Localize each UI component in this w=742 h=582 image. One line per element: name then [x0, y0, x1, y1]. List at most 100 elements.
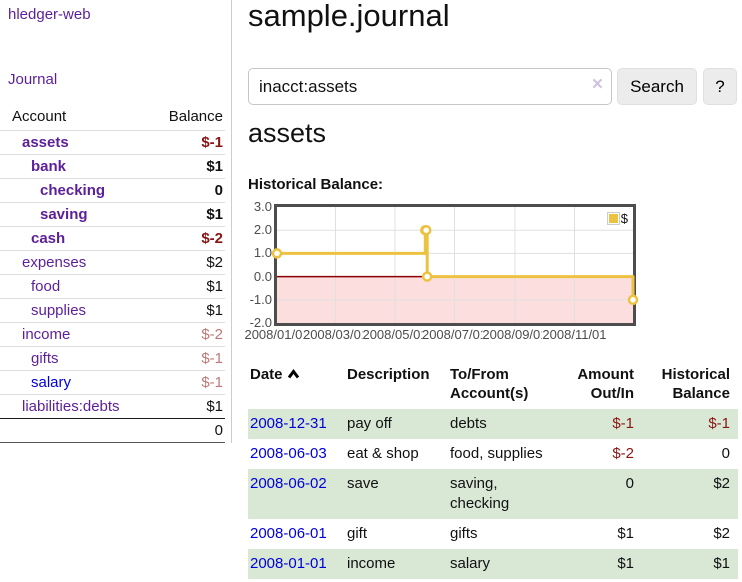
register-header-description: Description	[347, 366, 430, 383]
transaction-balance: $-1	[642, 409, 738, 439]
transaction-amount: $-1	[560, 409, 642, 439]
transaction-date-link[interactable]: 2008-12-31	[250, 415, 327, 432]
account-heading: assets	[248, 118, 327, 148]
search-form: × Search ?	[248, 68, 742, 106]
transaction-date: 2008-06-01	[248, 519, 347, 549]
transaction-date-link[interactable]: 2008-06-01	[250, 525, 327, 542]
x-tick-label: 2008/03/01	[302, 327, 369, 342]
account-row: food $1	[0, 274, 225, 299]
transaction-accounts: saving, checking	[450, 469, 560, 519]
account-balance: $1	[153, 298, 225, 323]
transaction-description: save	[347, 469, 450, 519]
x-tick-label: 2008/11/01	[542, 327, 607, 342]
account-link[interactable]: income	[22, 326, 71, 343]
register-header-date[interactable]: Date	[248, 363, 347, 409]
sidebar: hledger-web Journal Account Balance asse…	[0, 0, 232, 443]
account-link[interactable]: gifts	[31, 350, 59, 367]
account-link[interactable]: supplies	[31, 302, 87, 319]
account-balance: $1	[153, 202, 225, 227]
account-row: checking 0	[0, 178, 225, 203]
account-link[interactable]: bank	[31, 158, 67, 175]
y-tick-label: 3.0	[253, 199, 272, 214]
chart-legend: $	[606, 210, 629, 227]
transaction-accounts: food, supplies	[450, 445, 543, 462]
sidebar-item-journal[interactable]: Journal	[8, 71, 58, 88]
accounts-header-balance: Balance	[168, 108, 223, 125]
transaction-amount: 0	[560, 469, 642, 519]
historical-balance-chart: 3.0 2.0 1.0 0.0 -1.0 -2.0 $ 2008/01/01 2008/03…	[244, 199, 742, 346]
y-tick-label: 2.0	[253, 222, 272, 238]
register-row: 2008-01-01 income salary $1 $1	[248, 549, 738, 579]
account-row: gifts $-1	[0, 346, 225, 371]
transaction-description: eat & shop	[347, 445, 419, 462]
y-tick-label: 0.0	[253, 268, 272, 284]
legend-swatch-icon	[606, 212, 620, 225]
transaction-date-link[interactable]: 2008-06-02	[250, 475, 327, 492]
account-link[interactable]: food	[31, 278, 61, 295]
register-header-amount: Amount Out/In	[577, 366, 634, 402]
y-tick-label: 1.0	[253, 245, 272, 261]
account-link[interactable]: assets	[22, 134, 69, 151]
accounts-total-row: 0	[0, 418, 225, 443]
transaction-date: 2008-06-02	[248, 469, 347, 519]
transaction-description: gift	[347, 525, 368, 542]
account-balance: $-1	[153, 346, 225, 371]
account-row: assets $-1	[0, 130, 225, 155]
account-balance: $-2	[153, 226, 225, 251]
help-button[interactable]: ?	[703, 68, 737, 105]
account-row: expenses $2	[0, 250, 225, 275]
search-button[interactable]: Search	[617, 68, 697, 105]
account-link[interactable]: cash	[31, 230, 66, 247]
account-row: supplies $1	[0, 298, 225, 323]
x-tick-label: 2008/07/01	[421, 327, 488, 342]
transaction-balance: $1	[642, 549, 738, 579]
transaction-balance: $2	[642, 469, 738, 519]
transaction-accounts: gifts	[450, 525, 478, 542]
x-tick-label: 2008/09/01	[482, 327, 548, 342]
account-link[interactable]: expenses	[22, 254, 87, 271]
account-row: cash $-2	[0, 226, 225, 251]
x-tick-label: 2008/01/01	[244, 327, 310, 342]
transaction-date-link[interactable]: 2008-01-01	[250, 555, 327, 572]
search-input[interactable]	[248, 68, 612, 105]
accounts-total-value: 0	[153, 418, 225, 443]
account-balance: $1	[153, 274, 225, 299]
transaction-accounts: salary	[450, 549, 560, 579]
clear-search-icon[interactable]: ×	[591, 74, 603, 95]
register-header-balance: Historical Balance	[661, 366, 730, 402]
account-row: bank $1	[0, 154, 225, 179]
chart-series-svg	[271, 207, 639, 323]
account-link[interactable]: checking	[40, 182, 106, 199]
transaction-amount: $-2	[612, 445, 634, 462]
chart-title: Historical Balance:	[248, 176, 384, 193]
y-tick-label: -1.0	[249, 291, 272, 307]
chart-plot-area[interactable]: $	[271, 204, 639, 326]
legend-series-label: $	[620, 211, 628, 226]
account-balance: 0	[153, 178, 225, 203]
search-box: ×	[248, 68, 612, 105]
app-brand-link[interactable]: hledger-web	[8, 6, 91, 23]
transaction-description: pay off	[347, 409, 450, 439]
account-row: salary $-1	[0, 370, 225, 395]
account-balance: $-2	[153, 322, 225, 347]
account-row: income $-2	[0, 322, 225, 347]
account-row: liabilities:debts $1	[0, 394, 225, 419]
transaction-description: income	[347, 549, 450, 579]
transaction-date-link[interactable]: 2008-06-03	[250, 445, 327, 462]
accounts-balance-table: Account Balance assets $-1 bank $1 checking 0…	[0, 104, 225, 443]
transaction-amount: $1	[560, 549, 642, 579]
transaction-balance: 0	[721, 445, 730, 462]
account-link[interactable]: saving	[40, 206, 88, 223]
transaction-balance: $2	[713, 525, 730, 542]
transaction-accounts: debts	[450, 409, 560, 439]
x-tick-label: 2008/05/01	[362, 327, 428, 342]
account-link[interactable]: liabilities:debts	[22, 398, 120, 415]
account-balance: $-1	[153, 370, 225, 395]
register-row: 2008-06-02 save saving, checking 0 $2	[248, 469, 738, 519]
account-link[interactable]: salary	[31, 374, 72, 391]
transaction-date: 2008-01-01	[248, 549, 347, 579]
account-balance: $2	[153, 250, 225, 275]
sort-ascending-icon	[287, 366, 300, 385]
y-tick-label: -2.0	[249, 315, 272, 330]
accounts-header-account: Account	[12, 108, 67, 125]
